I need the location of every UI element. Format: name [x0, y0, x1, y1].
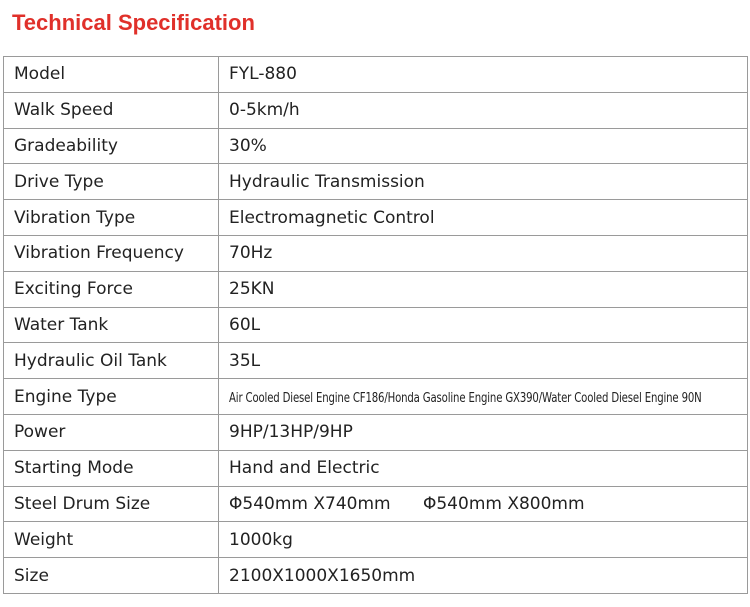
table-body: Model FYL-880 Walk Speed 0-5km/h Gradeabilit… [3, 56, 748, 594]
table-row: Hydraulic Oil Tank 35L [3, 342, 748, 380]
spec-label: Vibration Type [3, 199, 219, 236]
spec-label: Weight [3, 521, 219, 559]
table-row: Engine Type Air Cooled Diesel Engine CF18… [3, 378, 748, 415]
table-row: Drive Type Hydraulic Transmission [3, 163, 748, 201]
table-row: Size 2100X1000X1650mm [3, 557, 748, 594]
spec-value: 1000kg [218, 521, 748, 559]
spec-value-text: Air Cooled Diesel Engine CF186/Honda Gas… [229, 390, 702, 406]
table-row: Gradeability 30% [3, 127, 748, 165]
spec-label: Exciting Force [3, 270, 219, 308]
table-row: Weight 1000kg [3, 521, 748, 559]
table-row: Vibration Frequency 70Hz [3, 234, 748, 272]
spec-label: Engine Type [3, 378, 219, 415]
table-row: Steel Drum Size Φ540mm X740mm Φ540mm X800… [3, 485, 748, 523]
spec-value: Hand and Electric [218, 449, 748, 487]
spec-table: Model FYL-880 Walk Speed 0-5km/h Gradeabilit… [3, 56, 748, 594]
spec-value: Φ540mm X740mm Φ540mm X800mm [218, 485, 748, 523]
spec-value: 25KN [218, 270, 748, 308]
spec-value: 70Hz [218, 234, 748, 272]
table-row: Walk Speed 0-5km/h [3, 91, 748, 129]
spec-value: 30% [218, 127, 748, 165]
spec-label: Starting Mode [3, 449, 219, 487]
title: Technical Specification [12, 10, 255, 35]
table-row: Starting Mode Hand and Electric [3, 449, 748, 487]
spec-value: 2100X1000X1650mm [218, 557, 748, 594]
spec-label: Power [3, 413, 219, 451]
spec-value: Electromagnetic Control [218, 199, 748, 236]
spec-value: Hydraulic Transmission [218, 163, 748, 201]
table-row: Water Tank 60L [3, 306, 748, 344]
spec-label: Model [3, 56, 219, 93]
spec-label: Water Tank [3, 306, 219, 344]
spec-label: Steel Drum Size [3, 485, 219, 523]
spec-label: Drive Type [3, 163, 219, 201]
spec-label: Size [3, 557, 219, 594]
spec-value: Air Cooled Diesel Engine CF186/Honda Gas… [218, 378, 748, 415]
spec-value: 35L [218, 342, 748, 380]
spec-label: Vibration Frequency [3, 234, 219, 272]
spec-value: FYL-880 [218, 56, 748, 93]
table-row: Exciting Force 25KN [3, 270, 748, 308]
table-row: Model FYL-880 [3, 56, 748, 93]
table-row: Power 9HP/13HP/9HP [3, 413, 748, 451]
spec-label: Gradeability [3, 127, 219, 165]
spec-value: 0-5km/h [218, 91, 748, 129]
spec-value: 9HP/13HP/9HP [218, 413, 748, 451]
table-row: Vibration Type Electromagnetic Control [3, 199, 748, 236]
spec-value: 60L [218, 306, 748, 344]
spec-label: Walk Speed [3, 91, 219, 129]
spec-label: Hydraulic Oil Tank [3, 342, 219, 380]
